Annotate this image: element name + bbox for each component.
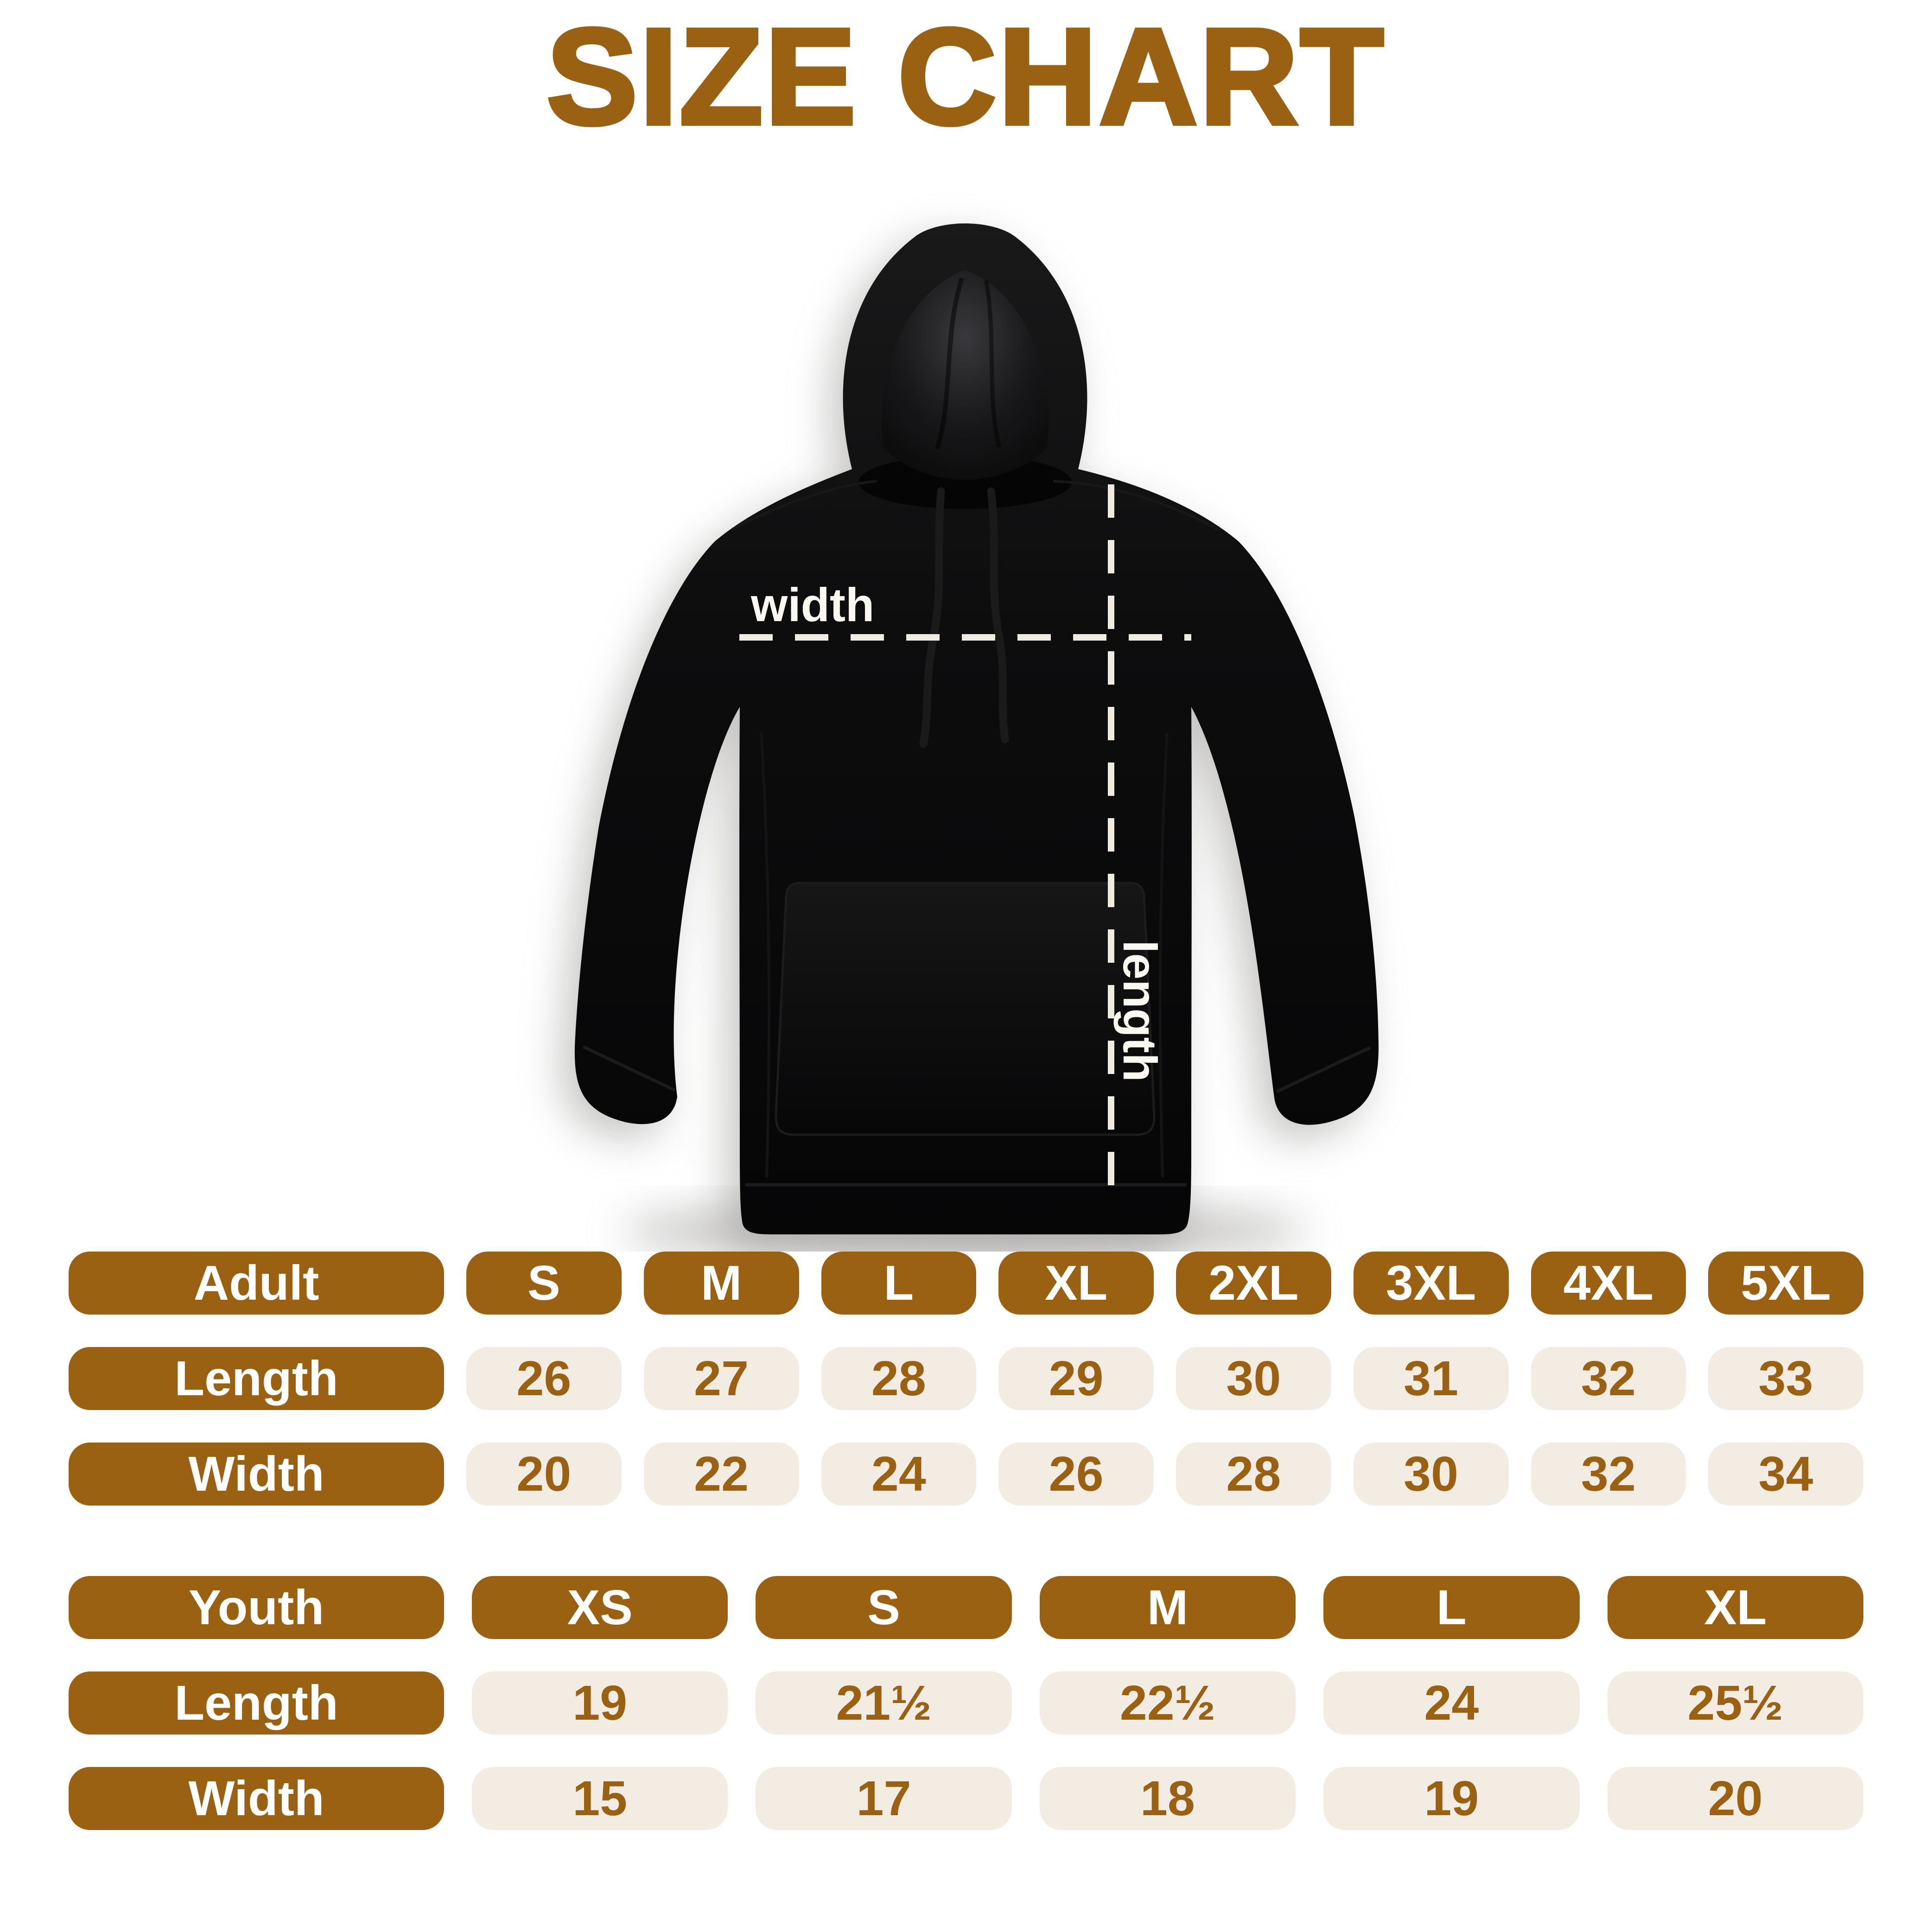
youth-width-value: 20 [1607, 1767, 1863, 1830]
adult-size-header-m: M [643, 1252, 799, 1315]
youth-length-value: 25½ [1607, 1671, 1863, 1735]
drawstring-right [987, 487, 1009, 744]
adult-length-value: 29 [998, 1347, 1154, 1410]
width-measure-label: width [750, 578, 874, 631]
youth-width-value: 17 [756, 1767, 1012, 1830]
adult-size-header-3xl: 3XL [1353, 1252, 1509, 1315]
adult-width-value: 22 [643, 1443, 799, 1506]
adult-width-value: 28 [1176, 1443, 1331, 1506]
adult-width-value: 24 [821, 1443, 977, 1506]
adult-size-table: Adult S M L XL 2XL 3XL 4XL 5XL Length 26… [69, 1252, 1863, 1506]
youth-width-value: 15 [472, 1767, 728, 1830]
youth-length-value: 24 [1323, 1671, 1580, 1735]
adult-width-value: 26 [998, 1443, 1154, 1506]
length-measure-label: length [1113, 940, 1166, 1082]
youth-size-header-xl: XL [1607, 1576, 1863, 1639]
adult-length-value: 27 [643, 1347, 799, 1410]
kangaroo-pocket [775, 882, 1156, 1136]
adult-size-header-s: S [466, 1252, 622, 1315]
page-title: SIZE CHART [545, 0, 1386, 153]
hood-inner [881, 270, 1049, 480]
adult-size-header-l: L [821, 1252, 977, 1315]
adult-size-header-4xl: 4XL [1531, 1252, 1686, 1315]
adult-size-header-5xl: 5XL [1708, 1252, 1863, 1315]
youth-width-row-label: Width [69, 1767, 444, 1830]
youth-width-value: 19 [1323, 1767, 1580, 1830]
adult-length-value: 31 [1353, 1347, 1509, 1410]
adult-width-value: 34 [1708, 1443, 1863, 1506]
adult-size-header-xl: XL [998, 1252, 1154, 1315]
hoodie-diagram: width length [473, 185, 1455, 1252]
youth-length-value: 21½ [756, 1671, 1012, 1735]
torso-crease-left [760, 732, 770, 1178]
neckline-shadow [858, 455, 1072, 509]
hood-fold-line [935, 277, 964, 450]
adult-length-value: 28 [821, 1347, 977, 1410]
hoodie-graphic: width length [561, 223, 1379, 1252]
hood-fold-line [984, 280, 1002, 448]
adult-length-value: 30 [1176, 1347, 1331, 1410]
adult-width-value: 30 [1353, 1443, 1509, 1506]
shoulder-seam-left [731, 480, 877, 531]
youth-group-label: Youth [69, 1576, 444, 1639]
adult-size-header-2xl: 2XL [1176, 1252, 1331, 1315]
youth-length-row-label: Length [69, 1671, 444, 1735]
youth-width-value: 18 [1039, 1767, 1296, 1830]
adult-length-value: 32 [1531, 1347, 1686, 1410]
cuff-seam-right [1276, 1046, 1371, 1093]
youth-size-header-l: L [1323, 1576, 1580, 1639]
youth-length-value: 19 [472, 1671, 728, 1735]
adult-width-value: 20 [466, 1443, 622, 1506]
cuff-seam-left [582, 1045, 676, 1092]
youth-size-header-xs: XS [472, 1576, 728, 1639]
youth-size-header-m: M [1039, 1576, 1296, 1639]
torso-crease-right [1158, 732, 1169, 1178]
adult-group-label: Adult [69, 1252, 444, 1315]
adult-length-value: 26 [466, 1347, 622, 1410]
adult-length-row-label: Length [69, 1347, 444, 1410]
adult-width-row-label: Width [69, 1443, 444, 1506]
youth-size-header-s: S [756, 1576, 1012, 1639]
youth-size-table: Youth XS S M L XL Length 19 21½ 22½ 24 2… [69, 1576, 1863, 1830]
adult-width-value: 32 [1531, 1443, 1686, 1506]
youth-length-value: 22½ [1039, 1671, 1296, 1735]
shoulder-seam-right [1053, 480, 1219, 531]
adult-length-value: 33 [1708, 1347, 1863, 1410]
